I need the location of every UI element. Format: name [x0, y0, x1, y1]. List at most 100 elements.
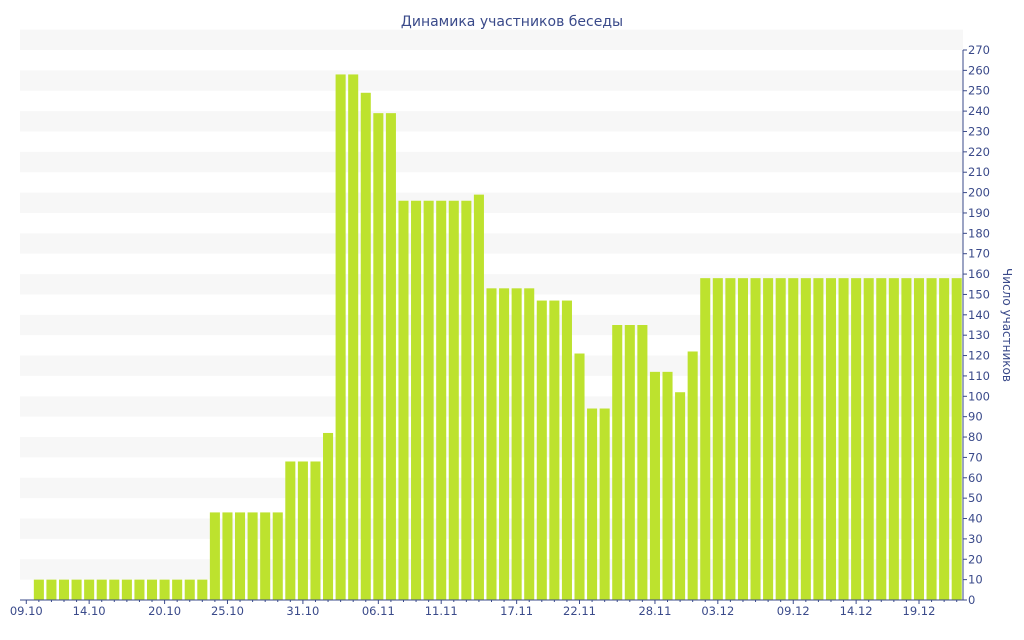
y-tick-label: 60: [968, 471, 983, 485]
bar: [737, 278, 748, 600]
bar: [788, 278, 799, 600]
bar: [662, 371, 673, 600]
bar: [121, 579, 132, 600]
chart-title: Динамика участников беседы: [400, 14, 624, 30]
bar: [637, 325, 648, 600]
y-tick-label: 20: [968, 552, 983, 566]
y-tick-label: 70: [968, 450, 983, 464]
y-tick-label: 170: [968, 247, 990, 261]
bar: [222, 512, 233, 600]
bar: [763, 278, 774, 600]
y-tick-label: 0: [968, 593, 975, 607]
bar: [348, 74, 359, 600]
x-tick-label: 19.12: [903, 604, 936, 618]
bar: [46, 579, 57, 600]
bar: [825, 278, 837, 600]
bar: [398, 200, 409, 601]
bar: [599, 408, 610, 600]
bar: [84, 579, 95, 600]
x-tick-label: 03.12: [701, 604, 734, 618]
bar: [71, 579, 82, 600]
y-tick-label: 180: [968, 226, 990, 240]
y-tick-label: 40: [968, 512, 983, 526]
bar: [109, 579, 120, 600]
bar: [499, 288, 510, 600]
bar: [750, 278, 761, 600]
bar: [58, 579, 70, 600]
bar: [687, 351, 698, 600]
bar: [373, 113, 384, 601]
bar: [851, 278, 862, 600]
bar: [649, 371, 660, 600]
bar: [800, 278, 811, 600]
bar: [310, 461, 321, 600]
bar: [624, 325, 635, 600]
y-tick-label: 130: [968, 328, 990, 342]
x-tick-label: 28.11: [638, 604, 671, 618]
x-tick-label: 11.11: [425, 604, 458, 618]
bar: [511, 288, 522, 600]
bar: [461, 200, 472, 601]
y-tick-label: 230: [968, 124, 990, 138]
bar: [939, 278, 950, 600]
x-tick-label: 06.11: [362, 604, 395, 618]
x-tick-label: 25.10: [211, 604, 244, 618]
x-axis: 09.10 14.10 20.10 25.10 31.10 06.11 11.11 17.11…: [10, 599, 963, 618]
bar: [335, 74, 346, 600]
bar: [134, 579, 145, 600]
bar: [272, 512, 283, 600]
grid-stripe: [20, 192, 963, 213]
grid-stripe: [20, 233, 963, 254]
x-tick-label: 09.12: [777, 604, 810, 618]
y-tick-label: 270: [968, 43, 990, 57]
y-tick-label: 190: [968, 206, 990, 220]
bar: [360, 92, 371, 601]
bars: [33, 74, 962, 601]
x-tick-label: 31.10: [286, 604, 319, 618]
bar: [297, 461, 308, 600]
grid-stripe: [20, 70, 963, 91]
bar: [725, 278, 736, 600]
y-axis-label: Число участников: [1000, 268, 1014, 382]
bar: [775, 278, 786, 600]
bar: [285, 461, 296, 600]
bar: [863, 278, 874, 600]
y-tick-label: 250: [968, 84, 990, 98]
y-tick-label: 260: [968, 63, 990, 77]
x-tick-label: 17.11: [500, 604, 533, 618]
bar: [712, 278, 723, 600]
bar: [913, 278, 925, 600]
grid-stripe: [20, 151, 963, 173]
bar: [561, 300, 572, 600]
bar: [33, 579, 44, 600]
bar: [587, 408, 598, 600]
y-tick-label: 30: [968, 532, 983, 546]
bar: [247, 512, 258, 600]
bar: [448, 200, 459, 601]
bar: [411, 200, 422, 601]
y-tick-label: 80: [968, 430, 983, 444]
bar: [813, 278, 824, 600]
y-tick-label: 210: [968, 165, 990, 179]
bar: [385, 113, 396, 601]
y-tick-label: 240: [968, 104, 990, 118]
y-tick-label: 120: [968, 349, 990, 363]
y-tick-label: 90: [968, 410, 983, 424]
bar: [486, 288, 497, 600]
y-tick-label: 150: [968, 287, 990, 301]
y-tick-label: 10: [968, 573, 983, 587]
bar: [888, 278, 899, 600]
y-tick-label: 50: [968, 491, 983, 505]
bar: [197, 579, 208, 600]
bar: [926, 278, 937, 600]
grid-stripe: [20, 29, 963, 50]
grid-stripe: [20, 111, 963, 132]
bar: [159, 579, 170, 600]
bar: [209, 512, 220, 600]
bar: [323, 432, 334, 600]
y-tick-label: 110: [968, 369, 990, 383]
y-tick-label: 200: [968, 186, 990, 200]
bar: [184, 579, 195, 600]
